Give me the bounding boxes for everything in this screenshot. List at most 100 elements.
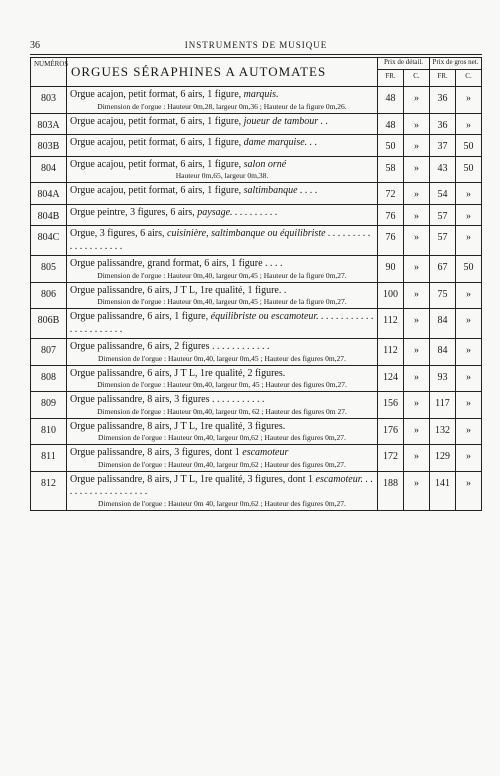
price-c: » (455, 309, 481, 339)
price-fr: 48 (377, 87, 403, 114)
item-number: 805 (31, 256, 67, 283)
price-fr: 90 (377, 256, 403, 283)
page-number: 36 (30, 40, 40, 51)
item-number: 808 (31, 365, 67, 392)
table-row: 806BOrgue palissandre, 6 airs, 1 figure,… (31, 309, 482, 339)
price-fr: 58 (377, 156, 403, 183)
table-row: 804COrgue, 3 figures, 6 airs, cuisinière… (31, 226, 482, 256)
price-c: » (455, 365, 481, 392)
item-description: Orgue acajou, petit format, 6 airs, 1 fi… (67, 183, 378, 205)
item-number: 807 (31, 339, 67, 366)
price-fr: 172 (377, 445, 403, 472)
price-c: » (403, 204, 429, 226)
item-number: 811 (31, 445, 67, 472)
price-fr: 50 (377, 135, 403, 157)
table-row: 804BOrgue peintre, 3 figures, 6 airs, pa… (31, 204, 482, 226)
table-row: 805Orgue palissandre, grand format, 6 ai… (31, 256, 482, 283)
price-fr: 43 (429, 156, 455, 183)
item-number: 809 (31, 392, 67, 419)
price-c: » (403, 87, 429, 114)
price-c: » (455, 183, 481, 205)
price-c: » (455, 204, 481, 226)
price-c: » (455, 226, 481, 256)
table-row: 806Orgue palissandre, 6 airs, J T L, 1re… (31, 282, 482, 309)
price-c: » (403, 183, 429, 205)
price-c: » (455, 282, 481, 309)
price-fr: 54 (429, 183, 455, 205)
col-fr-1: FR. (377, 70, 403, 87)
price-fr: 129 (429, 445, 455, 472)
price-fr: 48 (377, 113, 403, 135)
col-fr-2: FR. (429, 70, 455, 87)
table-row: 811Orgue palissandre, 8 airs, 3 figures,… (31, 445, 482, 472)
item-number: 804C (31, 226, 67, 256)
price-fr: 57 (429, 204, 455, 226)
price-c: » (403, 282, 429, 309)
catalog-table: NUMÉROS ORGUES SÉRAPHINES A AUTOMATES Pr… (30, 57, 482, 511)
price-fr: 84 (429, 309, 455, 339)
price-fr: 132 (429, 418, 455, 445)
price-fr: 112 (377, 309, 403, 339)
price-c: » (403, 156, 429, 183)
price-c: » (455, 445, 481, 472)
item-number: 806B (31, 309, 67, 339)
item-description: Orgue acajou, petit format, 6 airs, 1 fi… (67, 113, 378, 135)
price-fr: 176 (377, 418, 403, 445)
price-fr: 75 (429, 282, 455, 309)
col-prix-gros: Prix de gros net. (429, 58, 481, 70)
item-number: 803 (31, 87, 67, 114)
item-description: Orgue palissandre, grand format, 6 airs,… (67, 256, 378, 283)
table-row: 804Orgue acajou, petit format, 6 airs, 1… (31, 156, 482, 183)
price-fr: 100 (377, 282, 403, 309)
item-description: Orgue palissandre, 6 airs, 1 figure, équ… (67, 309, 378, 339)
col-numeros: NUMÉROS (31, 58, 67, 87)
price-fr: 141 (429, 471, 455, 510)
price-c: » (403, 445, 429, 472)
item-description: Orgue palissandre, 6 airs, J T L, 1re qu… (67, 282, 378, 309)
price-fr: 72 (377, 183, 403, 205)
col-c-1: C. (403, 70, 429, 87)
header-rule (30, 54, 482, 55)
item-description: Orgue palissandre, 8 airs, J T L, 1re qu… (67, 471, 378, 510)
price-c: » (455, 418, 481, 445)
price-c: » (403, 365, 429, 392)
price-c: » (455, 339, 481, 366)
price-c: » (403, 471, 429, 510)
price-c: 50 (455, 256, 481, 283)
item-number: 812 (31, 471, 67, 510)
price-fr: 76 (377, 204, 403, 226)
price-c: » (403, 339, 429, 366)
item-number: 803A (31, 113, 67, 135)
item-description: Orgue peintre, 3 figures, 6 airs, paysag… (67, 204, 378, 226)
table-row: 803AOrgue acajou, petit format, 6 airs, … (31, 113, 482, 135)
price-fr: 124 (377, 365, 403, 392)
item-number: 810 (31, 418, 67, 445)
item-number: 803B (31, 135, 67, 157)
item-description: Orgue palissandre, 8 airs, 3 figures . .… (67, 392, 378, 419)
price-c: » (403, 256, 429, 283)
item-number: 804A (31, 183, 67, 205)
item-description: Orgue palissandre, 8 airs, 3 figures, do… (67, 445, 378, 472)
item-description: Orgue palissandre, 6 airs, 2 figures . .… (67, 339, 378, 366)
item-description: Orgue palissandre, 6 airs, J T L, 1re qu… (67, 365, 378, 392)
item-description: Orgue palissandre, 8 airs, J T L, 1re qu… (67, 418, 378, 445)
price-fr: 67 (429, 256, 455, 283)
price-c: » (403, 392, 429, 419)
price-fr: 76 (377, 226, 403, 256)
col-prix-detail: Prix de détail. (377, 58, 429, 70)
table-row: 804AOrgue acajou, petit format, 6 airs, … (31, 183, 482, 205)
price-c: » (403, 113, 429, 135)
price-fr: 112 (377, 339, 403, 366)
price-c: » (455, 113, 481, 135)
price-c: » (403, 226, 429, 256)
price-fr: 188 (377, 471, 403, 510)
price-fr: 84 (429, 339, 455, 366)
item-description: Orgue acajou, petit format, 6 airs, 1 fi… (67, 156, 378, 183)
price-c: 50 (455, 156, 481, 183)
item-number: 804B (31, 204, 67, 226)
price-c: » (403, 135, 429, 157)
price-fr: 93 (429, 365, 455, 392)
price-fr: 36 (429, 87, 455, 114)
price-fr: 57 (429, 226, 455, 256)
table-row: 808Orgue palissandre, 6 airs, J T L, 1re… (31, 365, 482, 392)
